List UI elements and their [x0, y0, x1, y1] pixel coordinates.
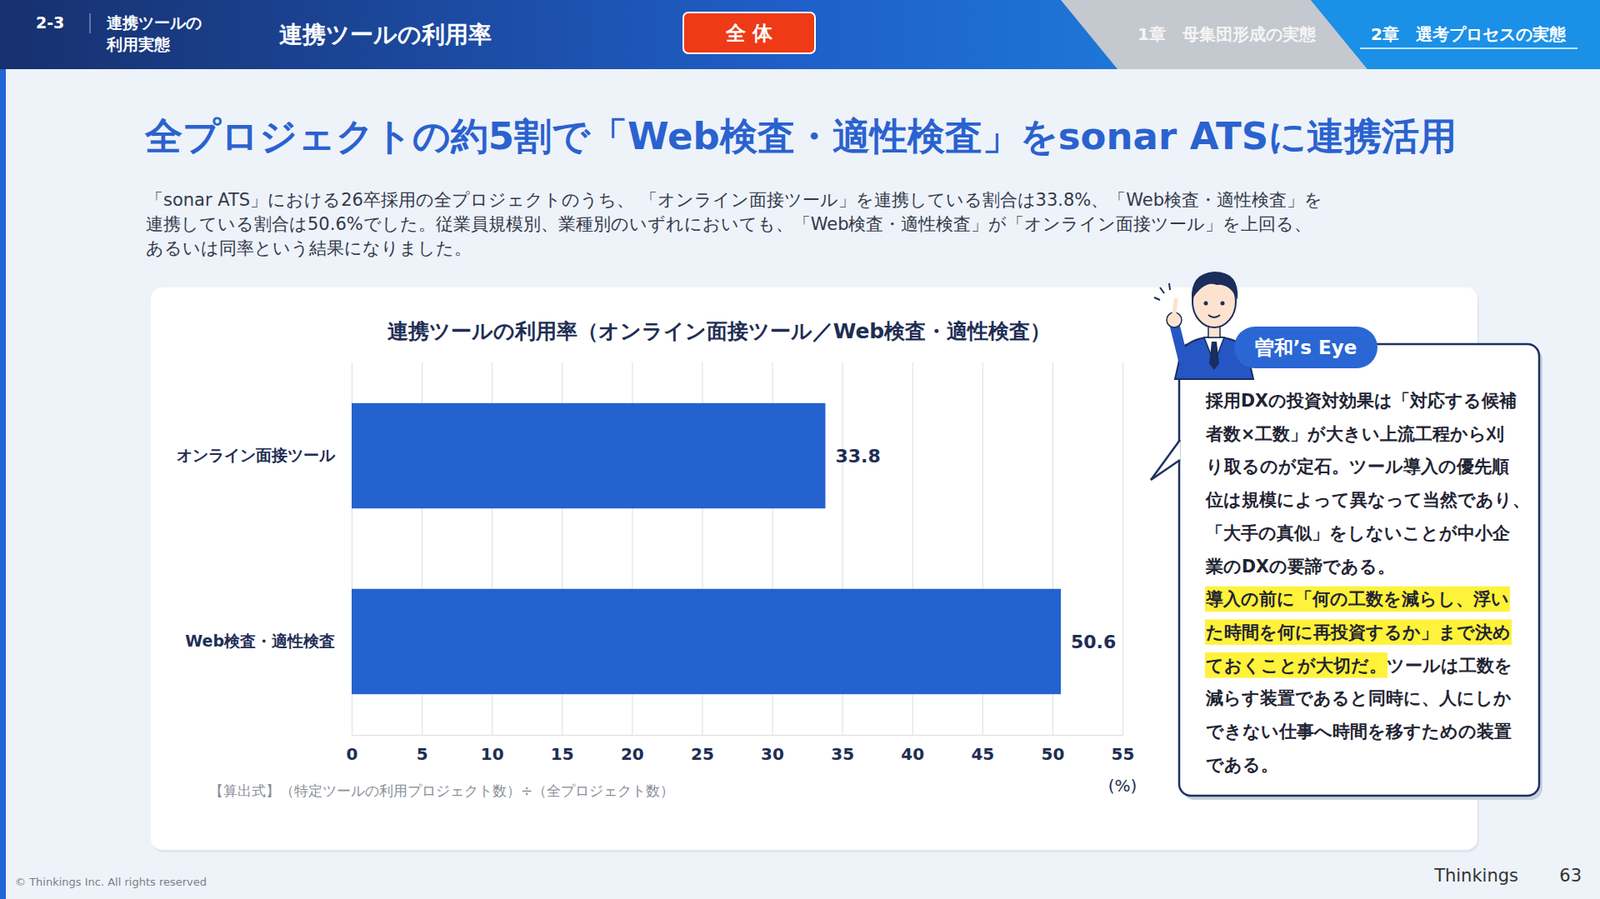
badge-bg: [683, 12, 815, 54]
page-number: 63: [1559, 865, 1582, 886]
y-tick: オンライン面接ツール: [176, 445, 352, 465]
x-tick-label: 0: [346, 744, 359, 765]
formula-note: 【算出式】（特定ツールの利用プロジェクト数）÷（全プロジェクト数）: [209, 782, 675, 800]
x-tick-label: 55: [1111, 744, 1135, 765]
x-axis: 0 5 10 15 20 25 30 35 40 45 50 55: [346, 362, 1135, 765]
x-tick: 35: [830, 362, 855, 765]
bars: [351, 403, 1061, 695]
header-bar: [0, 0, 1600, 70]
spark: [1169, 283, 1170, 290]
tab-label: 1章 母集団形成の実態: [1137, 24, 1317, 45]
description-line: あるいは同率という結果になりました。: [145, 238, 472, 259]
x-tick-label: 10: [480, 744, 505, 765]
badge: 全 体: [725, 21, 774, 45]
eye-line: た時間を何に再投資するか」まで決め: [1205, 622, 1511, 643]
eye-line: 採用DXの投資対効果は「対応する候補: [1205, 390, 1517, 411]
tab-label: 2章 選考プロセスの実態: [1370, 24, 1567, 45]
x-tick-label: 25: [690, 744, 715, 765]
brand: Thinkings: [1433, 865, 1519, 886]
chart-title: 連携ツールの利用率（オンライン面接ツール／Web検査・適性検査）: [387, 319, 1052, 344]
tab-underline: [1360, 47, 1578, 50]
x-tick-label: 50: [1040, 744, 1065, 765]
eye-text: 採用DXの投資対効果は「対応する候補者数×工数」が大きい上流工程から刈り取るのが…: [1205, 390, 1530, 775]
tab-active: [1310, 0, 1600, 70]
x-tick-label: 40: [900, 744, 925, 765]
section-number: 2-3: [35, 13, 65, 32]
eye-line: である。: [1205, 755, 1279, 775]
eye-line: 導入の前に「何の工数を減らし、浮い: [1205, 589, 1510, 610]
eye-dot: [1220, 301, 1225, 306]
page-title: 連携ツールの利用率: [279, 20, 492, 49]
spark: [1154, 297, 1160, 300]
x-tick: 45: [970, 362, 995, 765]
x-tick-label: 35: [830, 744, 855, 765]
eye-line: ツールは工数を: [1386, 655, 1513, 676]
y-axis: オンライン面接ツール Web検査・適性検査: [176, 363, 353, 736]
eye-line: できない仕事へ時間を移すための装置: [1205, 721, 1512, 742]
x-tick-label: 20: [620, 744, 645, 765]
description-line: 「sonar ATS」における26卒採用の全プロジェクトのうち、 「オンライン面…: [145, 190, 1323, 210]
separator: [90, 13, 91, 34]
section-name: 利用実態: [105, 35, 171, 54]
eye-line: 減らす装置であると同時に、人にしか: [1205, 688, 1512, 709]
eye-line: 「大手の真似」をしないことが中小企: [1205, 523, 1511, 544]
speech-tail-cover: [1181, 440, 1185, 460]
category-label: Web検査・適性検査: [185, 631, 335, 650]
highlights: [1205, 586, 1512, 679]
x-tick-label: 45: [970, 744, 995, 765]
eye-label: 曽和’s Eye: [1255, 336, 1358, 359]
speech-tail: [1150, 440, 1180, 480]
x-tick-label: 15: [550, 744, 575, 765]
data-label: 33.8: [835, 445, 880, 467]
section-name: 連携ツールの: [106, 13, 202, 32]
eye-box: [1179, 344, 1540, 796]
hair: [1191, 271, 1238, 300]
highlight: [1205, 586, 1510, 613]
highlight: [1205, 652, 1388, 679]
eye-line: 業のDXの要諦である。: [1205, 556, 1395, 577]
bar: [351, 589, 1061, 695]
eye-line: ておくことが大切だ。: [1205, 655, 1387, 676]
highlight: [1205, 619, 1512, 645]
eye-dot: [1204, 301, 1209, 306]
slide: 2-3 連携ツールの利用実態 連携ツールの利用率 全 体 1章 母集団形成の実態 2章 選…: [0, 0, 1600, 899]
y-tick: Web検査・適性検査: [185, 631, 352, 650]
left-stripe: [0, 69, 6, 899]
x-tick: 55: [1111, 362, 1135, 765]
x-tick-label: 5: [416, 744, 429, 765]
tie: [1209, 341, 1220, 370]
x-axis-title: (%): [1108, 775, 1138, 796]
eye-line: り取るのが定石。ツール導入の優先順: [1205, 456, 1510, 477]
character: [1154, 271, 1254, 380]
grid-line: [1122, 362, 1124, 735]
x-tick: 50: [1040, 362, 1065, 765]
eye-line: 位は規模によって異なって当然であり、: [1205, 490, 1530, 510]
category-label: オンライン面接ツール: [176, 445, 336, 465]
arm: [1175, 326, 1184, 360]
eye-line: 者数×工数」が大きい上流工程から刈: [1205, 424, 1505, 445]
x-tick: 40: [900, 362, 925, 765]
copyright: © Thinkings Inc. All rights reserved: [15, 875, 207, 889]
spark: [1160, 287, 1165, 294]
description-line: 連携している割合は50.6%でした。従業員規模別、業種別のいずれにおいても、「W…: [145, 214, 1313, 235]
x-tick-label: 30: [760, 744, 785, 765]
data-label: 50.6: [1070, 631, 1116, 653]
eye-tag: [1234, 326, 1378, 369]
bar: [351, 403, 825, 509]
x-axis-line: [352, 735, 1124, 736]
background: [0, 0, 1600, 899]
finger: [1174, 300, 1176, 315]
mouth: [1208, 315, 1220, 318]
headline: 全プロジェクトの約5割で「Web検査・適性検査」をsonar ATSに連携活用: [144, 114, 1457, 159]
